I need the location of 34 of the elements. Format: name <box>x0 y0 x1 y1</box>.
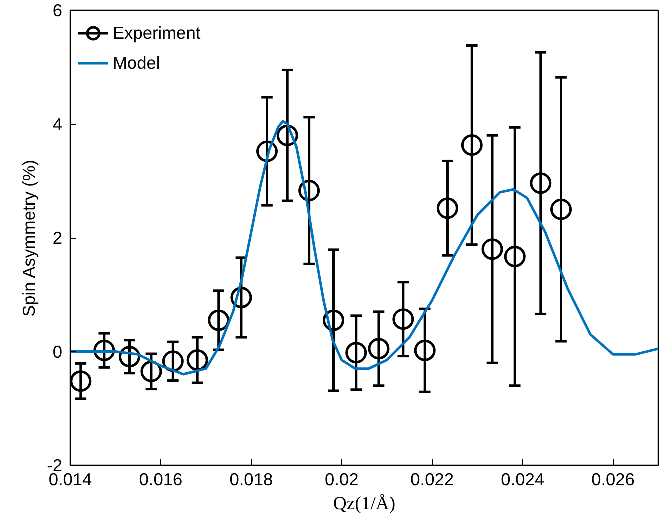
point <box>482 238 504 260</box>
point <box>504 246 526 268</box>
y-tick-label: 4 <box>52 114 63 134</box>
point <box>119 346 140 368</box>
point <box>322 310 344 332</box>
y-tick-label: 2 <box>52 228 63 248</box>
point <box>530 172 552 194</box>
x-tick-label: 0.02 <box>325 470 359 490</box>
point <box>461 134 483 156</box>
point <box>414 340 436 362</box>
point <box>70 370 92 392</box>
point <box>346 342 368 364</box>
point <box>256 140 278 162</box>
point <box>550 198 572 220</box>
point <box>186 350 208 372</box>
x-tick-label: 0.018 <box>230 470 274 490</box>
x-axis-title: Qz(1/Å) <box>333 494 396 514</box>
x-tick-label: 0.022 <box>410 470 454 490</box>
legend-label: Experiment <box>113 22 201 44</box>
point <box>208 310 230 332</box>
y-tick-label: 0 <box>52 342 63 362</box>
x-tick-label: 0.016 <box>139 470 183 490</box>
y-tick-label: 6 <box>52 0 63 20</box>
x-tick-label: 0.026 <box>592 470 635 490</box>
point <box>392 308 414 330</box>
point <box>230 286 252 308</box>
point <box>436 198 458 220</box>
point <box>276 124 298 146</box>
point <box>368 338 390 360</box>
y-axis-title: Spin Asymmetry (%) <box>19 160 40 317</box>
x-tick-label: 0.024 <box>501 470 545 490</box>
line-series <box>70 120 658 376</box>
point <box>298 180 320 202</box>
legend-label: Model <box>113 52 160 74</box>
